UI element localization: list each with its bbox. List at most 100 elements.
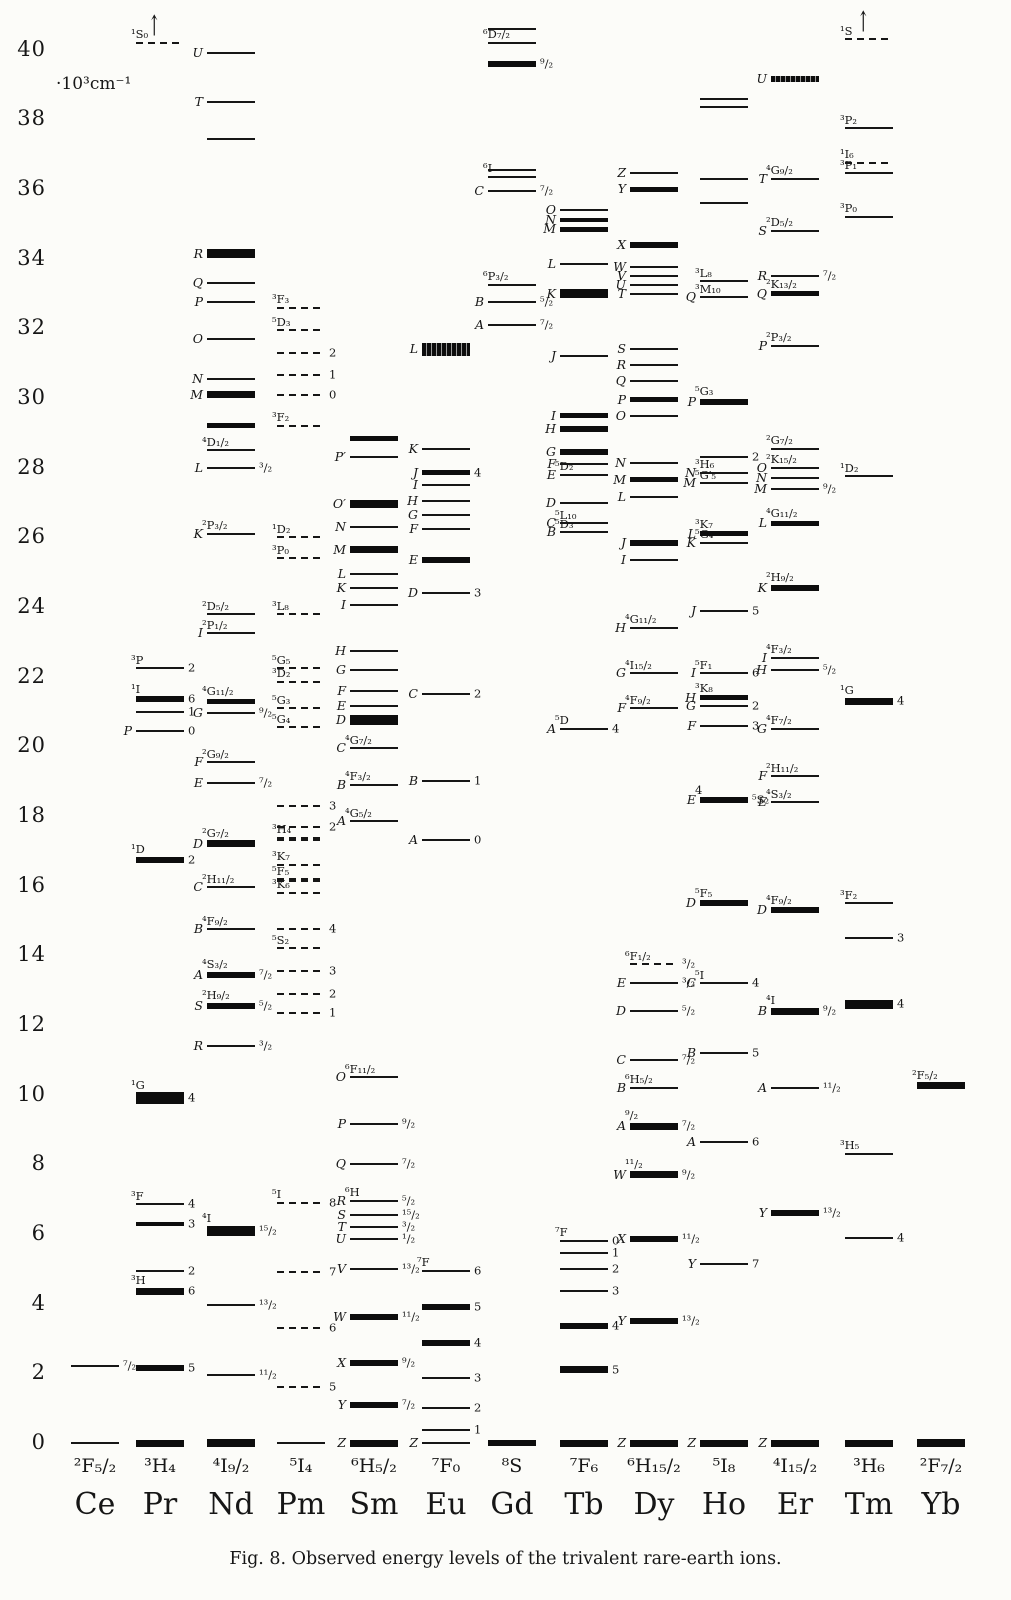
level-j-label: 0 — [612, 1233, 620, 1248]
level-j-label: 1 — [474, 1422, 482, 1437]
level-j-label: 5 — [752, 1045, 760, 1060]
energy-level: J — [551, 350, 608, 362]
level-letter-label: M — [333, 541, 346, 557]
energy-level — [845, 1439, 893, 1447]
energy-level: ⁷/₂ — [71, 1360, 136, 1371]
energy-level: M — [333, 543, 398, 555]
level-term-label: 4 — [695, 782, 703, 797]
energy-level: E — [337, 700, 398, 712]
level-term-label: ³D₂ — [272, 666, 291, 681]
energy-level: ³H 6 — [131, 1275, 195, 1296]
level-term-label: ⁵D₂ — [555, 459, 574, 474]
energy-level: 2 — [560, 1263, 619, 1274]
level-j-label: 1 — [474, 773, 482, 788]
level-j-label: ¹⁵/₂ — [259, 1222, 277, 1237]
energy-level: P ²P₃/₂ — [759, 332, 819, 351]
ground-term-label: ⁴I₉/₂ — [212, 1455, 250, 1477]
level-j-label: ¹/₂ — [402, 1231, 416, 1246]
energy-level: L ³/₂ — [195, 461, 272, 473]
level-letter-label: D — [545, 494, 556, 510]
energy-level: H — [545, 423, 608, 435]
energy-level: S — [617, 343, 678, 355]
level-letter-label: Y — [617, 180, 626, 196]
energy-level: Z — [617, 1436, 678, 1448]
level-term-label: ²K₁₅/₂ — [766, 452, 797, 467]
level-letter-label: P — [758, 337, 767, 353]
level-j-label: 6 — [474, 1262, 482, 1277]
level-letter-label: Q — [685, 288, 696, 304]
level-term-label: ⁵G′₅ — [695, 467, 717, 482]
level-letter-label: A — [686, 1133, 696, 1149]
level-letter-label: F — [337, 682, 346, 698]
energy-level: B ⁴I ⁹/₂ — [758, 995, 836, 1017]
energy-level: ⁶P₃/₂ — [483, 271, 536, 286]
energy-level: B ⁶H₅/₂ — [617, 1074, 678, 1093]
energy-level: Z — [337, 1436, 398, 1448]
level-letter-label: G — [686, 698, 696, 714]
energy-level: N — [545, 214, 608, 226]
level-letter-label: L — [547, 255, 556, 271]
level-term-label: ¹¹/₂ — [625, 1156, 643, 1171]
level-term-label: ⁵L₁₀ — [555, 507, 577, 522]
energy-level: M ⁵G′₅ — [683, 469, 748, 489]
level-letter-label: R — [616, 356, 626, 372]
level-letter-label: Q — [615, 372, 626, 388]
energy-level: 5 — [277, 1381, 336, 1392]
energy-level: A ⁴S₃/₂ ⁷/₂ — [194, 959, 272, 980]
level-j-label: 4 — [897, 693, 905, 708]
energy-level: 3 — [277, 799, 336, 810]
level-j-label: ⁷/₂ — [682, 1052, 696, 1067]
ion-column-Pm: 5 6 7 ⁵I 8 1 2 3 ⁵S₂ 4 ³K₆ ⁵F₅ ³K₇ ³H₄ 2 3 ⁵G₄ ⁵G₃ ³D₂ ⁵G₅ ³… — [272, 0, 336, 1600]
energy-level: J — [621, 536, 678, 548]
energy-level: ⁵I 8 — [272, 1189, 336, 1208]
level-term-label: ²G₉/₂ — [202, 746, 229, 761]
energy-level: H — [407, 494, 470, 506]
level-term-label: ⁵I — [272, 1187, 282, 1202]
energy-level: Z — [758, 1436, 819, 1448]
axis-tick-label: 4 — [31, 1290, 46, 1315]
energy-level: O — [616, 409, 678, 421]
level-j-label: 7 — [752, 1255, 760, 1270]
level-term-label: ⁷F — [555, 1225, 568, 1240]
level-letter-label: G — [546, 443, 556, 459]
level-letter-label: J — [550, 348, 556, 364]
level-j-label: 6 — [188, 691, 196, 706]
level-letter-label: R — [193, 245, 203, 261]
energy-level — [207, 1439, 255, 1447]
axis-tick-label: 30 — [17, 385, 46, 410]
energy-level: H ³K₈ — [685, 682, 748, 703]
level-letter-label: O — [335, 1069, 346, 1085]
level-letter-label: T — [617, 285, 626, 301]
level-term-label: ⁴D₁/₂ — [202, 434, 229, 449]
level-j-label: 6 — [329, 1320, 337, 1335]
level-letter-label: E — [408, 551, 418, 567]
level-j-label: 3 — [752, 717, 760, 732]
level-letter-label: N — [615, 454, 626, 470]
ground-term-label: ⁷F₀ — [431, 1455, 461, 1477]
level-letter-label: C — [686, 974, 696, 990]
level-letter-label: Y — [687, 1255, 696, 1271]
energy-level: 3 — [845, 932, 904, 943]
level-letter-label: E — [193, 774, 203, 790]
level-term-label: ⁶H — [345, 1185, 360, 1200]
level-letter-label: D — [685, 894, 696, 910]
energy-level: M — [613, 473, 678, 485]
energy-level: W — [613, 261, 678, 273]
level-letter-label: N — [545, 212, 556, 228]
level-j-label: ⁷/₂ — [259, 775, 273, 790]
ion-symbol: Eu — [425, 1487, 467, 1522]
energy-level: K ²H₉/₂ — [758, 572, 819, 593]
axis-tick-label: 34 — [17, 245, 46, 270]
level-term-label: ⁴F₉/₂ — [766, 892, 792, 907]
level-letter-label: U — [192, 45, 203, 61]
energy-level: Y — [618, 182, 678, 194]
level-j-label: 3 — [329, 797, 337, 812]
level-letter-label: W — [333, 1308, 346, 1324]
level-j-label: ¹³/₂ — [682, 1313, 700, 1328]
energy-level: ⁹/₂ — [488, 57, 553, 68]
level-term-label: ³P₀ — [272, 542, 289, 557]
level-j-label: 1 — [329, 1005, 337, 1020]
